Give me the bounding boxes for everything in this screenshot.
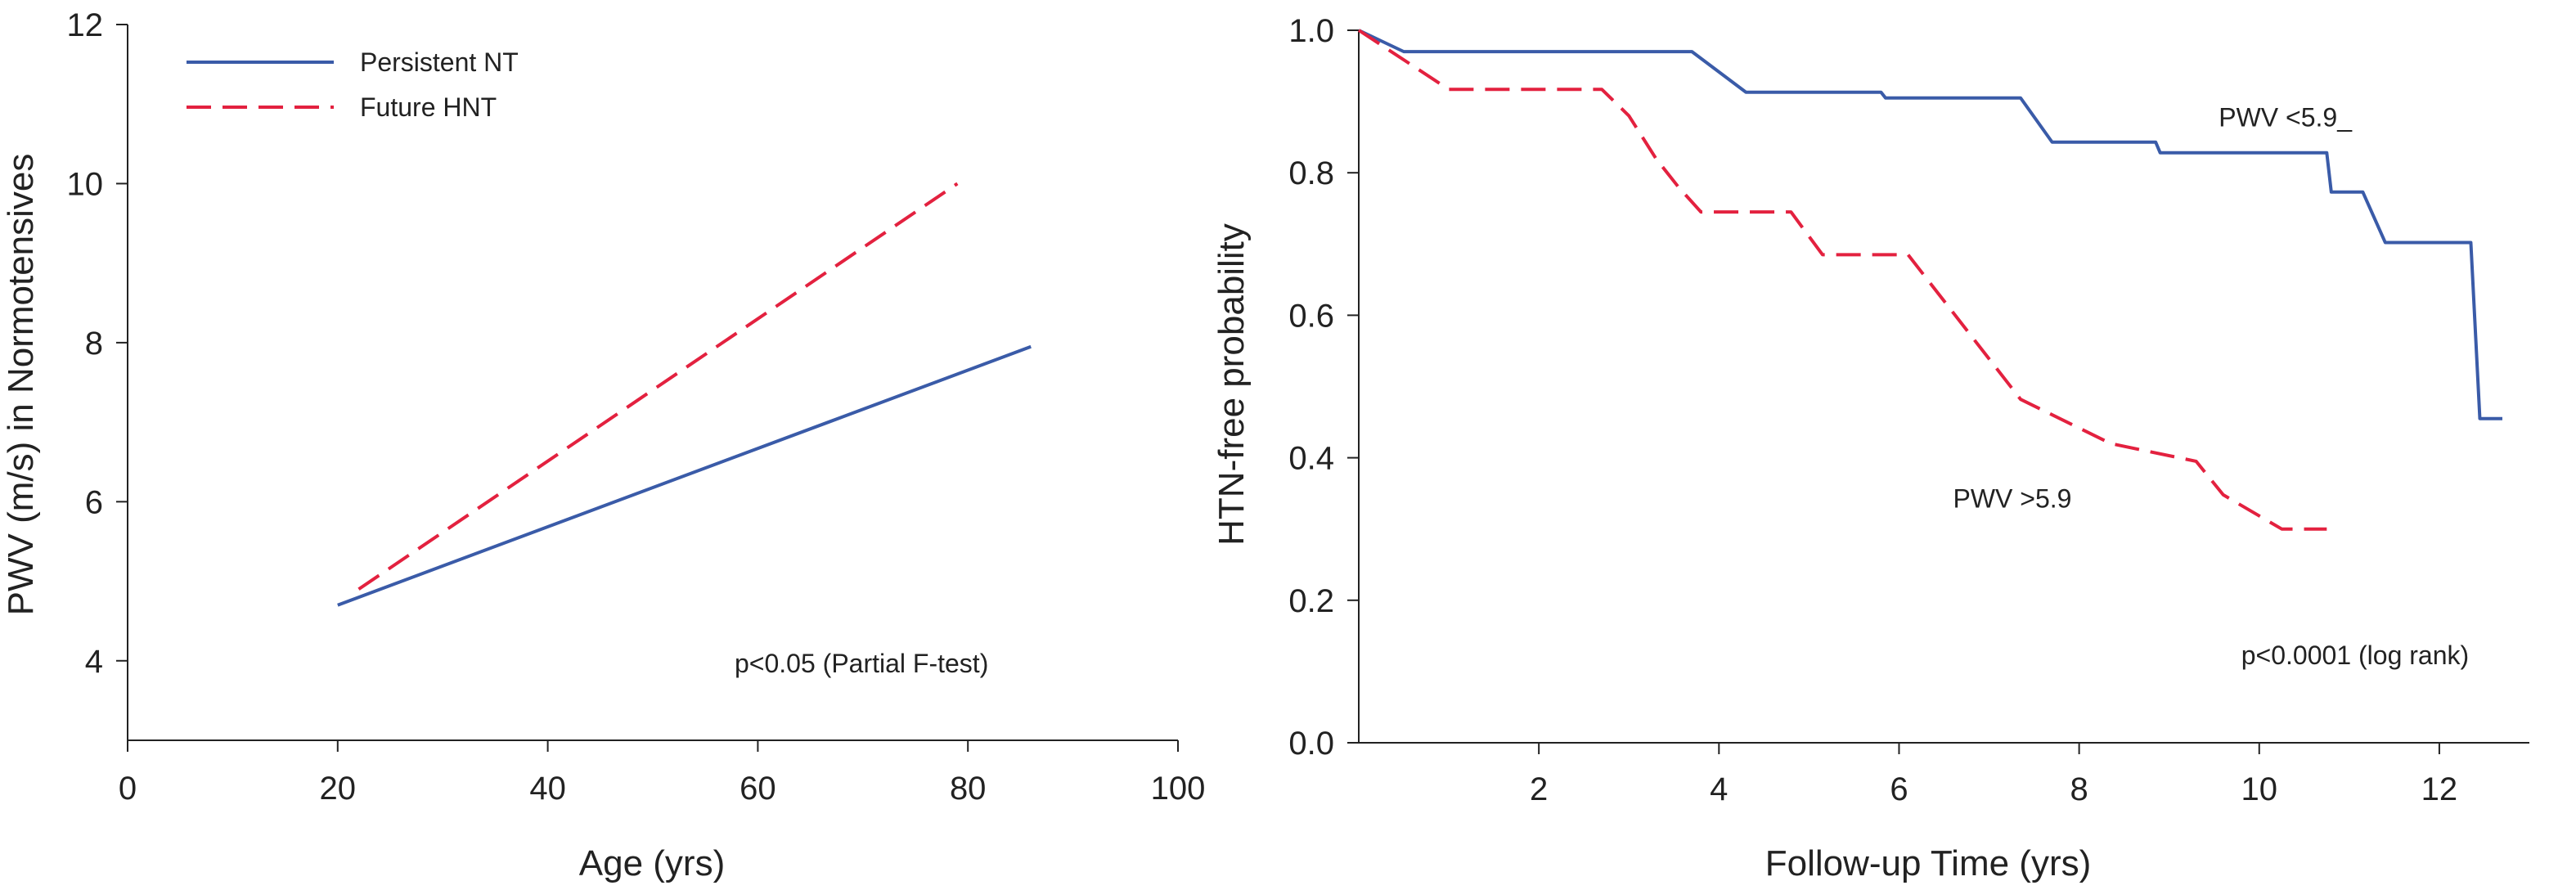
right-x-tick-label: 8 <box>2070 771 2088 807</box>
right-pvalue-annotation: p<0.0001 (log rank) <box>2241 641 2469 670</box>
left-y-tick-label: 6 <box>85 484 103 520</box>
right-series-lines <box>1357 29 2502 531</box>
right-y-tick-label: 0.4 <box>1288 441 1334 477</box>
pwv-low-label: PWV <5.9_ <box>2219 103 2353 133</box>
left-pvalue-annotation: p<0.05 (Partial F-test) <box>735 649 988 678</box>
persistent-nt-line <box>337 344 1032 607</box>
left-axes: 4 6 8 10 12 0 20 40 60 80 100 <box>67 7 1206 807</box>
left-x-tick-label: 0 <box>119 771 137 807</box>
right-y-tick-label: 0.6 <box>1288 298 1334 334</box>
left-y-tick-label: 8 <box>85 326 103 362</box>
left-x-tick-label: 80 <box>950 771 987 807</box>
pwv-high-label: PWV >5.9 <box>1953 484 2072 514</box>
right-y-tick-label: 0.8 <box>1288 155 1334 191</box>
right-x-tick-label: 12 <box>2421 771 2458 807</box>
right-axes: 0.0 0.2 0.4 0.6 0.8 1.0 2 4 6 8 10 12 <box>1288 13 2529 807</box>
right-x-axis-title: Follow-up Time (yrs) <box>1765 843 2092 883</box>
pwv-age-chart: 4 6 8 10 12 0 20 40 60 80 100 Persistent NT Future… <box>1 7 1205 883</box>
right-y-tick-label: 0.0 <box>1288 726 1334 762</box>
right-y-tick-label: 0.2 <box>1288 583 1334 619</box>
right-y-tick-label: 1.0 <box>1288 13 1334 49</box>
future-hnt-line <box>357 182 959 591</box>
left-y-tick-label: 10 <box>67 166 104 202</box>
legend-label-persistent-nt: Persistent NT <box>360 47 519 77</box>
pwv-low-survival-curve <box>1358 29 2502 420</box>
right-x-tick-label: 2 <box>1530 771 1548 807</box>
left-x-tick-label: 20 <box>320 771 357 807</box>
pwv-high-survival-curve <box>1357 29 2327 531</box>
right-x-tick-label: 6 <box>1890 771 1908 807</box>
left-legend: Persistent NT Future HNT <box>187 47 519 122</box>
left-x-tick-label: 100 <box>1151 771 1206 807</box>
right-x-tick-label: 10 <box>2241 771 2278 807</box>
left-x-tick-label: 40 <box>529 771 566 807</box>
left-x-tick-label: 60 <box>740 771 776 807</box>
legend-label-future-hnt: Future HNT <box>360 92 497 122</box>
right-x-tick-label: 4 <box>1710 771 1728 807</box>
left-y-axis-title: PWV (m/s) in Normotensives <box>1 154 41 616</box>
right-y-axis-title: HTN-free probability <box>1212 223 1252 546</box>
left-y-tick-label: 12 <box>67 7 104 43</box>
left-series-lines <box>337 182 1032 607</box>
left-y-tick-label: 4 <box>85 644 103 680</box>
left-x-axis-title: Age (yrs) <box>579 843 725 883</box>
htn-free-probability-chart: 0.0 0.2 0.4 0.6 0.8 1.0 2 4 6 8 10 12 PWV <5.9_ PWV… <box>1212 13 2529 883</box>
